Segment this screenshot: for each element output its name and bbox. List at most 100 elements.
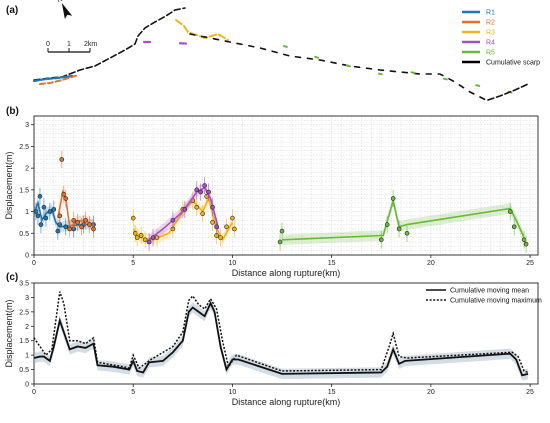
plot-frame: [33, 115, 539, 256]
map-legend: R1 R2 R3 R4 R5 Cumulative scarp: [462, 10, 540, 67]
data-point-R4: [170, 217, 176, 223]
data-point-R4: [206, 189, 211, 195]
scarp-black-3: [487, 83, 529, 101]
x-axis-label: Distance along rupture(km): [232, 397, 341, 407]
data-point-R5: [507, 209, 513, 214]
data-point-R2: [91, 226, 96, 232]
data-point-R4: [214, 224, 219, 230]
scale-tick-0: 0: [46, 41, 50, 48]
scarp-r4: [142, 40, 207, 48]
data-point-R2: [75, 220, 80, 225]
series-R3: [130, 187, 237, 249]
legend-label-2: R3: [486, 30, 495, 37]
data-point-R1: [38, 222, 44, 227]
data-point-R4: [150, 235, 156, 240]
data-point-R1: [63, 224, 69, 230]
data-point-R3: [130, 215, 136, 221]
x-tick-label: 0: [32, 260, 36, 267]
rupture-trace: [32, 7, 529, 103]
data-point-R5: [521, 237, 527, 243]
y-axis-label: Displacement(m): [4, 299, 14, 367]
y-tick-label: 3: [25, 122, 29, 129]
x-tick-label: 25: [526, 389, 534, 396]
scarp-black-2: [189, 33, 491, 103]
data-point-R2: [87, 222, 92, 227]
y-tick-label: 1.5: [19, 338, 29, 345]
data-point-R2: [57, 213, 63, 219]
data-point-R1: [37, 194, 43, 199]
data-point-R2: [71, 217, 76, 223]
data-point-R5: [279, 228, 285, 234]
x-tick-label: 25: [526, 260, 534, 267]
series-R5: [277, 189, 529, 253]
data-point-R3: [134, 235, 140, 240]
data-point-R2: [61, 191, 67, 197]
data-point-R1: [35, 213, 41, 219]
scale-tick-2: 2km: [84, 41, 97, 48]
data-point-R1: [33, 209, 39, 214]
y-tick-label: 2.5: [19, 309, 29, 316]
data-point-R3: [218, 235, 223, 240]
data-point-R2: [79, 224, 84, 230]
data-point-R3: [230, 215, 235, 221]
data-point-R3: [132, 230, 138, 236]
series-line-moving-maximum: [33, 291, 529, 374]
y-tick-label: 0: [25, 253, 29, 260]
x-tick-label: 15: [328, 389, 336, 396]
north-label: N: [56, 0, 64, 4]
series-line-moving-mean: [33, 301, 529, 377]
x-tick-label: 10: [229, 260, 237, 267]
series-R4: [146, 176, 220, 251]
data-point-R5: [390, 196, 396, 201]
y-tick-label: 0.5: [19, 367, 29, 374]
x-tick-label: 20: [427, 389, 435, 396]
y-tick-label: 3: [25, 295, 29, 302]
y-tick-label: 1.5: [19, 187, 29, 194]
legend-label-5: Cumulative scarp: [486, 60, 540, 67]
scarp-r3: [175, 19, 229, 41]
legend-label-4: R5: [486, 50, 495, 57]
panel-c-label: (c): [6, 272, 18, 283]
confidence-band-R5: [282, 195, 525, 246]
data-point-R1: [41, 204, 47, 210]
y-tick-label: 3.5: [19, 281, 29, 288]
legend-label-1: R2: [486, 20, 495, 27]
data-point-R4: [194, 187, 200, 193]
panel-b-chart: 0 5 10 15 20 25 0 0.5 1 1.5 2 2.5 3 Distance along ru…: [4, 115, 539, 278]
data-point-R2: [67, 226, 73, 232]
y-tick-label: 1: [25, 353, 29, 360]
scarp-r2: [39, 74, 79, 85]
panel-a-label: (a): [6, 5, 18, 16]
data-point-R5: [404, 230, 410, 236]
data-point-R3: [224, 224, 229, 230]
legend-text-0: Cumulative moving mean: [450, 288, 529, 295]
y-tick-label: 0.5: [19, 231, 29, 238]
legend-text-1: Cumulative moving maximum: [450, 298, 542, 305]
y-tick-label: 1: [25, 209, 29, 216]
data-point-R2: [83, 217, 88, 223]
data-point-R2: [59, 157, 65, 162]
data-point-R4: [146, 239, 152, 245]
uncertainty-band: [34, 298, 529, 381]
legend-label-3: R4: [486, 40, 495, 47]
data-point-R1: [43, 215, 49, 221]
legend-label-0: R1: [486, 10, 495, 17]
scarp-black: [33, 7, 186, 81]
data-point-R3: [194, 204, 200, 210]
scarp-r1: [32, 74, 74, 83]
scale-tick-1: 1: [67, 41, 71, 48]
trend-line-R5: [281, 200, 525, 241]
panel-a-map: (a) N 0 1 2km R1 R2 R3 R4 R5 Cumulative scarp: [6, 0, 540, 103]
panel-c-chart: 0 5 10 15 20 25 0 0.5 1 1.5 2 2.5 3 3.5 Distance along…: [4, 281, 542, 408]
data-point-R1: [55, 228, 61, 234]
data-point-R1: [47, 209, 53, 214]
y-tick-label: 2: [25, 166, 29, 173]
plot-frame: [33, 282, 539, 385]
data-point-R4: [198, 189, 203, 195]
data-point-R1: [51, 207, 57, 212]
data-point-R5: [384, 222, 390, 227]
data-point-R4: [182, 207, 188, 212]
data-point-R3: [210, 220, 215, 225]
north-arrow-icon: N: [56, 0, 73, 20]
